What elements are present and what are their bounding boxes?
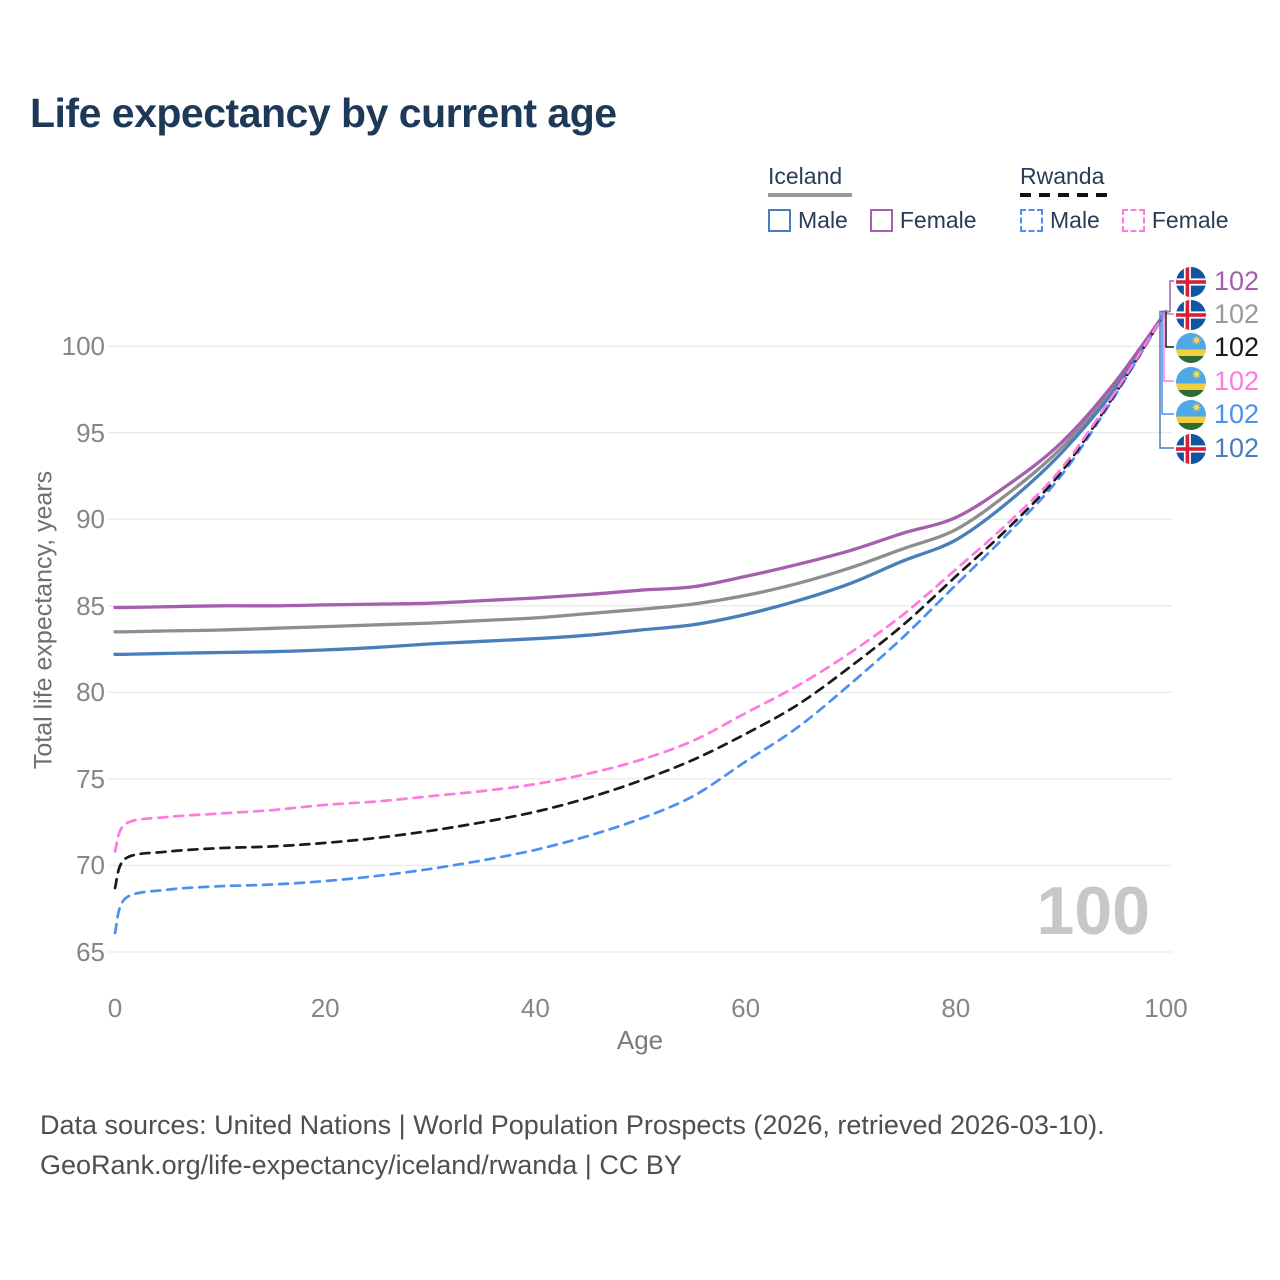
legend-item-iceland-male[interactable]: Male	[768, 207, 848, 234]
end-label-leader-line	[1161, 310, 1174, 415]
legend-group-rwanda: Rwanda Male Female	[1020, 163, 1229, 234]
rwanda-female-swatch-icon	[1121, 209, 1145, 232]
legend-label: Female	[1151, 207, 1229, 233]
y-tick-label: 70	[76, 850, 105, 881]
x-tick-label: 100	[1144, 993, 1188, 1023]
y-tick-label: 90	[76, 504, 105, 535]
series-line-rwanda-female	[113, 310, 1168, 853]
y-tick-label: 85	[76, 590, 105, 621]
iceland-solid-line-swatch	[768, 193, 852, 197]
y-tick-label: 95	[76, 417, 105, 448]
end-label-row: 102	[1176, 366, 1259, 397]
end-label-row: 102	[1176, 266, 1259, 297]
legend-label: Male	[1050, 207, 1100, 233]
y-tick-label: 100	[61, 331, 105, 362]
legend-group-iceland: Iceland Male Female	[768, 163, 977, 234]
end-label-leader-line	[1166, 280, 1174, 313]
end-label-row: 102	[1176, 332, 1259, 363]
y-tick-label: 80	[76, 677, 105, 708]
end-label-leader-line	[1159, 310, 1174, 449]
legend-label: Female	[899, 207, 977, 233]
x-tick-label: 40	[520, 993, 550, 1023]
rwanda-male-swatch-icon	[1020, 209, 1043, 232]
iceland-flag-icon	[1176, 299, 1206, 330]
series-line-rwanda-total	[113, 310, 1168, 890]
rwanda-flag-icon	[1176, 399, 1206, 430]
legend-item-iceland-female[interactable]: Female	[869, 207, 977, 234]
end-label-leader-line	[1165, 311, 1174, 348]
end-label-leader-line	[1166, 310, 1174, 315]
legend-item-rwanda-male[interactable]: Male	[1020, 207, 1100, 234]
rwanda-dashed-line-swatch	[1020, 193, 1112, 197]
legend-label: Male	[798, 207, 848, 233]
end-label-value: 102	[1214, 433, 1260, 463]
page-title: Life expectancy by current age	[30, 90, 617, 136]
iceland-male-swatch-icon	[768, 209, 791, 232]
end-label-row: 102	[1176, 399, 1259, 430]
rwanda-flag-icon	[1176, 366, 1206, 397]
x-tick-label: 80	[941, 993, 971, 1023]
series-line-iceland-total	[113, 309, 1168, 634]
series-line-iceland-male	[113, 309, 1168, 656]
y-tick-label: 75	[76, 763, 105, 794]
end-label-leader-line	[1163, 310, 1174, 382]
legend-item-rwanda-female[interactable]: Female	[1121, 207, 1229, 234]
x-tick-label: 60	[731, 993, 761, 1023]
legend-country-rwanda: Rwanda	[1020, 163, 1105, 189]
footer: Data sources: United Nations | World Pop…	[40, 1105, 1105, 1185]
y-tick-label: 65	[76, 937, 105, 967]
end-label-value: 102	[1214, 399, 1260, 429]
end-label-value: 102	[1214, 332, 1260, 362]
footer-link-line: GeoRank.org/life-expectancy/iceland/rwan…	[40, 1150, 682, 1180]
iceland-female-swatch-icon	[869, 209, 893, 232]
series-line-rwanda-male	[113, 310, 1168, 935]
end-label-value: 102	[1214, 299, 1260, 329]
iceland-flag-icon	[1176, 266, 1206, 297]
x-axis-title: Age	[616, 1025, 664, 1055]
iceland-flag-icon	[1176, 433, 1206, 464]
end-label-row: 102	[1176, 299, 1259, 330]
x-tick-label: 20	[310, 993, 340, 1023]
age-counter-watermark: 100	[1036, 873, 1150, 949]
footer-source-line: Data sources: United Nations | World Pop…	[40, 1110, 1105, 1140]
rwanda-flag-icon	[1176, 332, 1206, 363]
end-label-value: 102	[1214, 366, 1260, 396]
x-tick-label: 0	[107, 993, 123, 1023]
end-label-row: 102	[1176, 433, 1259, 464]
legend-country-iceland: Iceland	[768, 163, 843, 189]
end-label-value: 102	[1214, 266, 1260, 296]
series-line-iceland-female	[113, 309, 1168, 610]
